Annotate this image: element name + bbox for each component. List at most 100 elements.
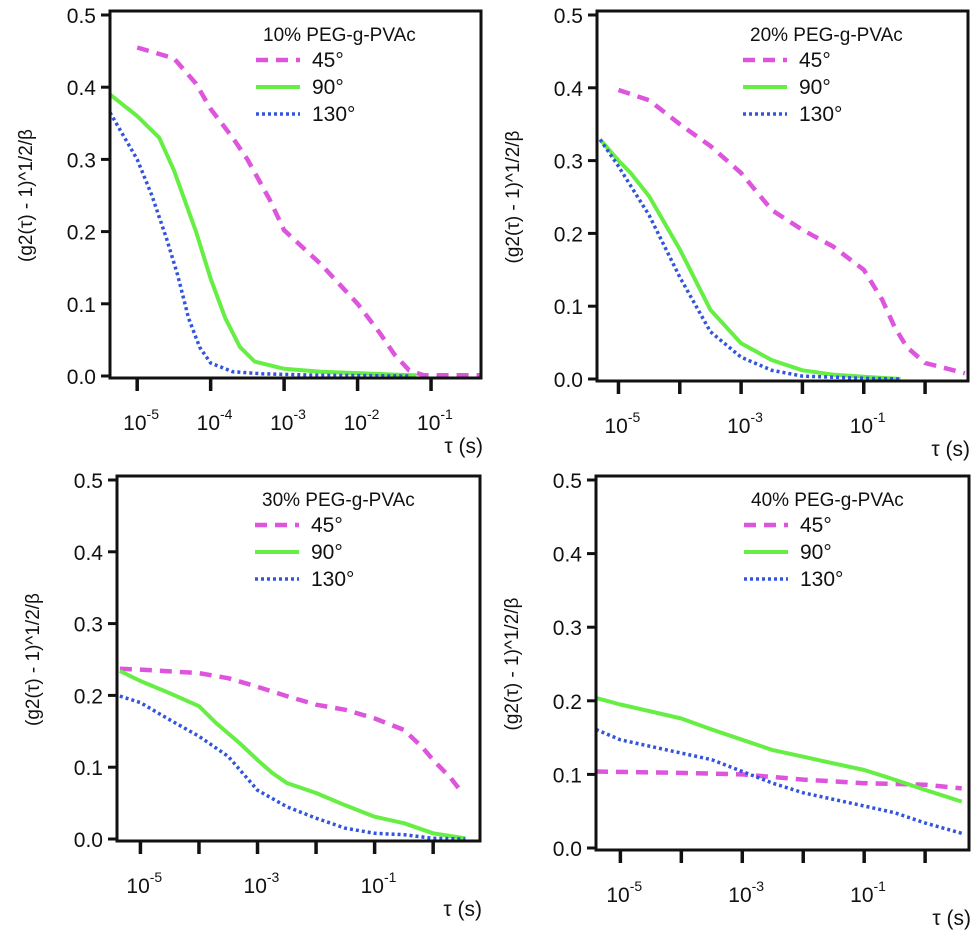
legend-label: 90°: [312, 76, 344, 99]
y-tick-label: 0.4: [74, 542, 104, 565]
x-tick-label-exponent: -3: [752, 878, 765, 894]
x-tick-label-base: 10: [850, 884, 873, 907]
chart-panel-2: 0.00.10.20.30.40.510-5 10-3 10-1τ (s)(g2(τ…: [503, 5, 970, 461]
x-tick-label-exponent: -1: [440, 406, 453, 422]
x-tick-label: 10-2: [344, 406, 380, 435]
series-line-solid: [108, 92, 417, 378]
y-tick-label: 0.5: [67, 5, 96, 28]
x-tick-label: 10-3: [244, 869, 280, 898]
y-axis-label: (g2(τ) - 1)^1/2/β: [502, 597, 523, 730]
y-tick-label: 0.2: [554, 223, 583, 246]
x-tick-label-base: 10: [604, 415, 627, 438]
legend-title: 40% PEG-g-PVAc: [751, 490, 904, 511]
x-tick-label-exponent: -4: [220, 406, 233, 422]
legend-label: 90°: [800, 541, 832, 564]
y-tick-label: 0.0: [67, 366, 96, 389]
plot-frame: [115, 474, 482, 843]
x-tick-label-exponent: -1: [873, 409, 886, 425]
y-tick-label: 0.0: [74, 829, 103, 852]
chart-panel-1: 0.00.10.20.30.40.510-5 10-4 10-3 10-2 10-1τ …: [16, 5, 483, 458]
plot-frame: [594, 474, 971, 852]
x-tick-label-base: 10: [728, 884, 751, 907]
y-tick-label: 0.4: [67, 77, 97, 100]
y-tick-label: 0.1: [67, 294, 96, 317]
x-tick-label: 10-1: [850, 878, 886, 907]
x-tick-label-base: 10: [417, 412, 440, 435]
y-tick-label: 0.5: [74, 470, 103, 493]
x-tick-label-exponent: -1: [384, 869, 397, 885]
y-tick-label: 0.1: [553, 764, 582, 787]
y-tick-label: 0.0: [554, 369, 583, 392]
chart-panel-3: 0.00.10.20.30.40.510-5 10-3 10-1τ (s)(g2(τ…: [23, 470, 482, 921]
x-axis-label: τ (s): [443, 898, 482, 921]
y-tick-label: 0.1: [554, 296, 583, 319]
x-tick-label-base: 10: [123, 412, 146, 435]
x-tick-label: 10-4: [197, 406, 233, 435]
plot-frame: [595, 9, 970, 383]
legend-label: 45°: [312, 49, 344, 72]
x-tick-label: 10-5: [123, 406, 159, 435]
legend-label: 45°: [311, 514, 343, 537]
y-tick-label: 0.3: [67, 149, 96, 172]
x-tick-label-exponent: -5: [150, 869, 163, 885]
series-line-dashed: [595, 769, 962, 791]
legend-label: 90°: [311, 541, 343, 564]
legend-label: 130°: [311, 568, 354, 591]
x-tick-label-exponent: -5: [630, 878, 643, 894]
series-line-dashed: [119, 666, 465, 795]
x-tick-label-base: 10: [126, 875, 149, 898]
x-tick-label-exponent: -5: [628, 409, 641, 425]
x-tick-label: 10-1: [361, 869, 397, 898]
y-tick-label: 0.2: [553, 691, 582, 714]
x-tick-label: 10-1: [850, 409, 886, 438]
y-tick-label: 0.1: [74, 757, 103, 780]
x-tick-label: 10-5: [126, 869, 162, 898]
y-tick-label: 0.4: [553, 544, 583, 567]
series-line-dotted: [119, 694, 466, 841]
x-tick-label: 10-3: [728, 878, 764, 907]
x-tick-label: 10-5: [604, 409, 640, 438]
y-tick-label: 0.5: [553, 470, 582, 493]
legend-label: 130°: [800, 568, 843, 591]
plot-frame: [108, 9, 483, 380]
y-tick-label: 0.4: [554, 78, 584, 101]
x-tick-label-base: 10: [361, 875, 384, 898]
y-tick-label: 0.0: [553, 838, 582, 861]
x-tick-label-base: 10: [244, 875, 267, 898]
x-tick-label: 10-3: [727, 409, 763, 438]
x-tick-label-exponent: -3: [267, 869, 280, 885]
y-axis-label: (g2(τ) - 1)^1/2/β: [23, 593, 44, 726]
x-tick-label-base: 10: [606, 884, 629, 907]
legend-title: 30% PEG-g-PVAc: [262, 490, 415, 511]
y-tick-label: 0.2: [67, 222, 96, 245]
x-tick-label: 10-1: [417, 406, 453, 435]
series-line-solid: [595, 695, 963, 804]
x-axis-label: τ (s): [931, 438, 970, 461]
x-axis-label: τ (s): [932, 907, 971, 930]
x-tick-label-exponent: -2: [367, 406, 380, 422]
legend-label: 90°: [799, 76, 831, 99]
series-line-solid: [119, 669, 466, 841]
series-line-dashed: [136, 45, 481, 378]
y-tick-label: 0.5: [554, 5, 583, 28]
series-line-solid: [598, 138, 901, 381]
chart-panel-4: 0.00.10.20.30.40.510-5 10-3 10-1τ (s)(g2(τ…: [502, 470, 971, 930]
x-tick-label-base: 10: [344, 412, 367, 435]
legend-label: 45°: [800, 514, 832, 537]
legend-title: 10% PEG-g-PVAc: [263, 25, 416, 46]
x-tick-label-base: 10: [197, 412, 220, 435]
y-tick-label: 0.3: [74, 614, 103, 637]
series-line-dotted: [598, 138, 901, 381]
legend-label: 130°: [799, 103, 842, 126]
y-axis-label: (g2(τ) - 1)^1/2/β: [503, 130, 524, 263]
legend-title: 20% PEG-g-PVAc: [750, 25, 903, 46]
series-line-dotted: [108, 111, 410, 378]
y-tick-label: 0.2: [74, 685, 103, 708]
x-axis-label: τ (s): [444, 435, 483, 458]
x-tick-label-base: 10: [270, 412, 293, 435]
series-line-dotted: [595, 727, 963, 835]
x-tick-label: 10-5: [606, 878, 642, 907]
series-line-dashed: [617, 87, 966, 376]
